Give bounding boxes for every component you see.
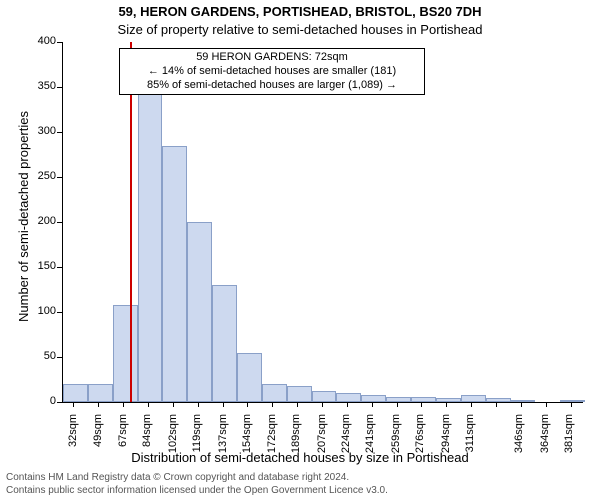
y-tick-label: 100 bbox=[26, 305, 56, 317]
histogram-bar bbox=[262, 384, 287, 402]
x-tick-mark bbox=[247, 402, 248, 407]
histogram-bar bbox=[312, 391, 337, 402]
y-tick-label: 350 bbox=[26, 80, 56, 92]
x-tick-mark bbox=[98, 402, 99, 407]
x-tick-mark bbox=[421, 402, 422, 407]
x-tick-mark bbox=[73, 402, 74, 407]
y-tick-label: 300 bbox=[26, 125, 56, 137]
y-tick-mark bbox=[57, 402, 62, 403]
y-tick-mark bbox=[57, 132, 62, 133]
histogram-bar bbox=[461, 395, 486, 402]
annotation-line-1: 59 HERON GARDENS: 72sqm bbox=[124, 51, 420, 65]
x-tick-mark bbox=[223, 402, 224, 407]
x-tick-mark bbox=[521, 402, 522, 407]
x-tick-mark bbox=[123, 402, 124, 407]
histogram-bar bbox=[386, 397, 411, 402]
reference-line bbox=[130, 42, 132, 402]
histogram-bar bbox=[336, 393, 361, 402]
x-tick-mark bbox=[471, 402, 472, 407]
x-tick-mark bbox=[347, 402, 348, 407]
y-tick-label: 150 bbox=[26, 260, 56, 272]
histogram-bar bbox=[212, 285, 237, 402]
chart-container: 59, HERON GARDENS, PORTISHEAD, BRISTOL, … bbox=[0, 0, 600, 500]
attribution-line-1: Contains HM Land Registry data © Crown c… bbox=[6, 472, 349, 483]
histogram-bar bbox=[411, 397, 436, 402]
x-tick-mark bbox=[272, 402, 273, 407]
histogram-bar bbox=[162, 146, 187, 403]
histogram-bar bbox=[138, 78, 163, 402]
x-tick-mark bbox=[198, 402, 199, 407]
x-tick-mark bbox=[297, 402, 298, 407]
plot-area: 59 HERON GARDENS: 72sqm ← 14% of semi-de… bbox=[62, 42, 583, 403]
x-tick-mark bbox=[173, 402, 174, 407]
histogram-bar bbox=[287, 386, 312, 402]
histogram-bar bbox=[436, 398, 461, 402]
y-tick-mark bbox=[57, 87, 62, 88]
annotation-line-3: 85% of semi-detached houses are larger (… bbox=[124, 79, 420, 93]
y-tick-label: 50 bbox=[26, 350, 56, 362]
y-tick-mark bbox=[57, 177, 62, 178]
y-tick-mark bbox=[57, 42, 62, 43]
y-tick-mark bbox=[57, 222, 62, 223]
histogram-bar bbox=[486, 398, 511, 402]
chart-title: 59, HERON GARDENS, PORTISHEAD, BRISTOL, … bbox=[0, 4, 600, 19]
annotation-line-2: ← 14% of semi-detached houses are smalle… bbox=[124, 65, 420, 79]
histogram-bar bbox=[237, 353, 262, 403]
x-tick-mark bbox=[397, 402, 398, 407]
histogram-bar bbox=[63, 384, 88, 402]
histogram-bar bbox=[113, 305, 138, 402]
x-tick-mark bbox=[496, 402, 497, 407]
x-tick-mark bbox=[148, 402, 149, 407]
y-tick-label: 200 bbox=[26, 215, 56, 227]
histogram-bar bbox=[560, 400, 585, 402]
y-tick-mark bbox=[57, 312, 62, 313]
y-tick-mark bbox=[57, 267, 62, 268]
y-tick-label: 0 bbox=[26, 395, 56, 407]
attribution-line-2: Contains public sector information licen… bbox=[6, 485, 388, 496]
y-tick-mark bbox=[57, 357, 62, 358]
histogram-bar bbox=[88, 384, 113, 402]
x-tick-mark bbox=[446, 402, 447, 407]
histogram-bar bbox=[511, 400, 536, 402]
histogram-bar bbox=[187, 222, 212, 402]
y-tick-label: 400 bbox=[26, 35, 56, 47]
x-tick-mark bbox=[571, 402, 572, 407]
x-tick-mark bbox=[372, 402, 373, 407]
histogram-bar bbox=[361, 395, 386, 402]
x-tick-mark bbox=[546, 402, 547, 407]
x-tick-mark bbox=[322, 402, 323, 407]
x-axis-label: Distribution of semi-detached houses by … bbox=[0, 450, 600, 465]
y-tick-label: 250 bbox=[26, 170, 56, 182]
chart-subtitle: Size of property relative to semi-detach… bbox=[0, 22, 600, 37]
annotation-box: 59 HERON GARDENS: 72sqm ← 14% of semi-de… bbox=[119, 48, 425, 95]
